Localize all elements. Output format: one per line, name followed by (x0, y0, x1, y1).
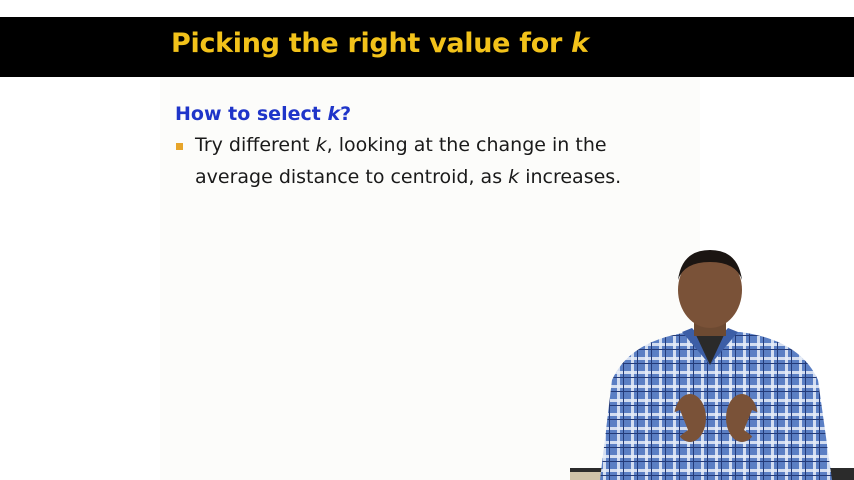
bullet-line2-part-b: increases. (519, 166, 622, 188)
heading-prefix: How to select (175, 103, 328, 125)
bullet-line1-part-a: Try different (195, 134, 316, 156)
person-presenter-icon (570, 250, 854, 480)
bullet-line1-part-b: , looking at the change in the (326, 134, 607, 156)
bullet-line2-part-a: average distance to centroid, as (195, 166, 509, 188)
title-prefix: Picking the right value for (171, 28, 572, 59)
bullet-marker-icon (176, 143, 183, 150)
bullet-line1-variable: k (315, 134, 327, 156)
slide-title: Picking the right value for k (171, 28, 589, 59)
title-variable: k (571, 28, 589, 59)
bullet-text-line-2: average distance to centroid, as k incre… (195, 166, 621, 188)
bullet-text-line-1: Try different k, looking at the change i… (195, 134, 607, 156)
bullet-line2-variable: k (508, 166, 520, 188)
heading-suffix: ? (340, 103, 352, 125)
heading-variable: k (327, 103, 341, 125)
section-heading: How to select k? (175, 103, 351, 125)
slide-title-bar (0, 17, 854, 77)
